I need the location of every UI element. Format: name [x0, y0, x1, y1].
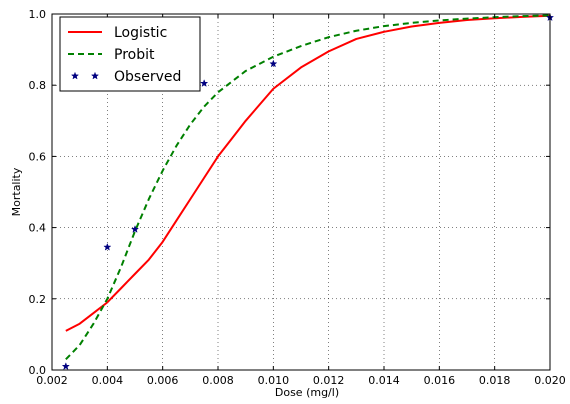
y-tick-label: 0.2	[29, 293, 47, 306]
y-tick-label: 0.4	[29, 222, 47, 235]
observed-point	[200, 79, 209, 87]
x-axis-label: Dose (mg/l)	[275, 386, 339, 399]
legend-label-observed: Observed	[114, 69, 181, 85]
axis-ticks: 0.002 0.004 0.006 0.008 0.010 0.012 0.014 0.016…	[29, 8, 566, 387]
legend-marker-observed	[90, 71, 100, 80]
y-tick-label: 1.0	[29, 8, 47, 21]
probit-curve	[65, 14, 551, 361]
x-tick-label: 0.004	[92, 374, 124, 387]
x-tick-label: 0.010	[258, 374, 290, 387]
observed-point	[130, 225, 140, 233]
x-tick-label: 0.002	[36, 374, 68, 387]
plot-series	[61, 13, 555, 370]
x-tick-label: 0.008	[202, 374, 234, 387]
x-tick-label: 0.006	[147, 374, 179, 387]
y-tick-label: 0.0	[29, 364, 47, 377]
x-tick-label: 0.018	[479, 374, 511, 387]
x-tick-label: 0.020	[534, 374, 566, 387]
legend: Logistic Probit Observed	[59, 16, 201, 92]
y-tick-label: 0.8	[29, 79, 47, 92]
x-tick-label: 0.012	[313, 374, 345, 387]
logistic-curve	[65, 14, 551, 332]
x-tick-label: 0.014	[368, 374, 400, 387]
plot-frame	[51, 13, 551, 371]
legend-label-logistic: Logistic	[114, 25, 167, 41]
observed-point	[61, 362, 70, 370]
y-axis-label: Mortality	[10, 167, 23, 216]
y-tick-label: 0.6	[29, 150, 47, 163]
observed-point	[269, 59, 278, 68]
legend-marker-observed	[70, 71, 80, 80]
observed-point	[103, 242, 112, 251]
legend-label-probit: Probit	[114, 47, 155, 63]
x-tick-label: 0.016	[424, 374, 456, 387]
